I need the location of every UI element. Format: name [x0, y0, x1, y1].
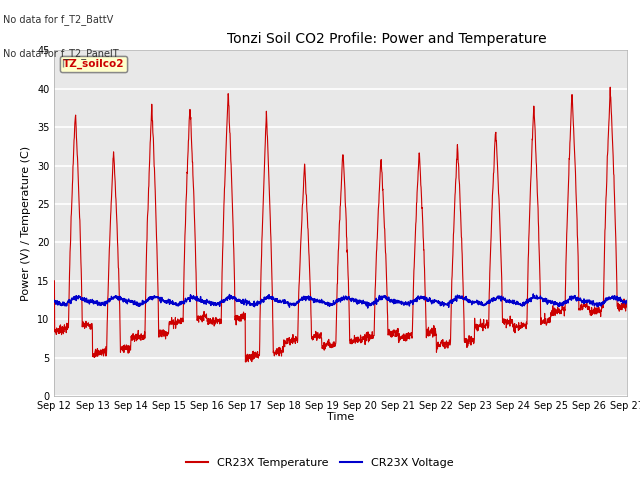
- Legend: CR23X Temperature, CR23X Voltage: CR23X Temperature, CR23X Voltage: [182, 453, 458, 472]
- X-axis label: Time: Time: [327, 412, 355, 422]
- Text: No data for f_T2_BattV: No data for f_T2_BattV: [3, 14, 113, 25]
- Legend: TZ_soilco2: TZ_soilco2: [60, 56, 127, 72]
- Text: No data for f_T2_PanelT: No data for f_T2_PanelT: [3, 48, 119, 59]
- Title: Tonzi Soil CO2 Profile: Power and Temperature: Tonzi Soil CO2 Profile: Power and Temper…: [227, 33, 547, 47]
- Y-axis label: Power (V) / Temperature (C): Power (V) / Temperature (C): [22, 145, 31, 301]
